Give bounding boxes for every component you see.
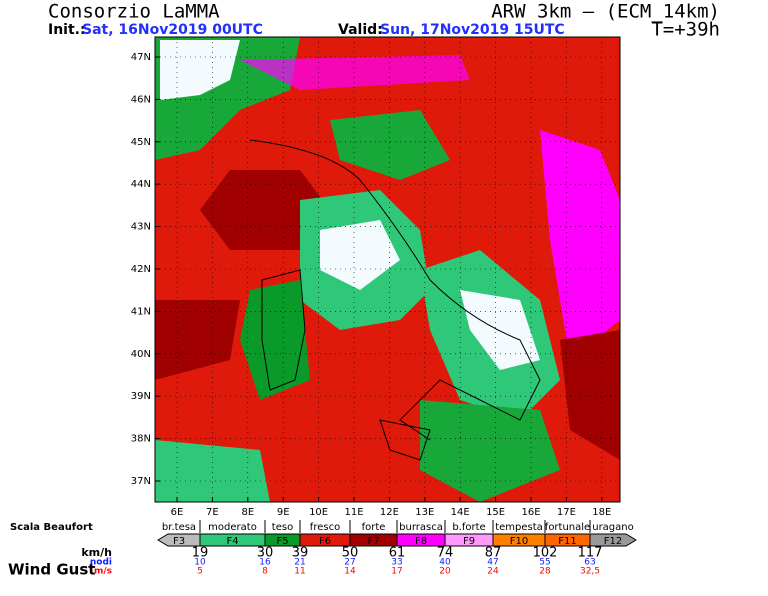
legend-class: F5 — [276, 536, 288, 547]
step: T=+39h — [651, 19, 720, 41]
legend-name: b.forte — [452, 522, 485, 533]
legend-class: F8 — [415, 536, 427, 547]
unit-label: km/h — [81, 546, 112, 559]
legend-class: F11 — [558, 536, 576, 547]
legend-name: tempesta — [495, 522, 543, 533]
lon-label: 13E — [415, 507, 434, 518]
threshold: 11 — [294, 567, 305, 577]
lon-label: 17E — [557, 507, 576, 518]
threshold: 102 — [533, 546, 558, 561]
threshold: 47 — [487, 558, 498, 568]
init: Sat, 16Nov2019 00UTC — [82, 22, 263, 38]
legend-name: uragano — [592, 522, 634, 533]
lat-label: 43N — [131, 222, 151, 233]
lat-label: 42N — [131, 264, 151, 275]
lat-label: 40N — [131, 349, 151, 360]
lat-label: 39N — [131, 391, 151, 402]
legend-class: F9 — [463, 536, 475, 547]
legend-class: F7 — [367, 536, 379, 547]
threshold: 20 — [439, 567, 451, 577]
legend-class: F12 — [604, 536, 622, 547]
legend-class: F4 — [226, 536, 238, 547]
lat-label: 41N — [131, 306, 151, 317]
lat-label: 44N — [131, 179, 151, 190]
threshold: 27 — [344, 558, 355, 568]
lat-label: 38N — [131, 434, 151, 445]
threshold: 16 — [259, 558, 271, 568]
lat-label: 47N — [131, 52, 151, 63]
threshold: 19 — [192, 546, 209, 561]
valid-label: Valid: — [338, 22, 383, 38]
lon-label: 9E — [277, 507, 290, 518]
legend-name: burrasca — [399, 522, 443, 533]
legend-class: F6 — [319, 536, 331, 547]
unit-label: nodi — [90, 558, 112, 568]
threshold: 61 — [389, 546, 406, 561]
legend-name: teso — [272, 522, 293, 533]
threshold: 24 — [487, 567, 499, 577]
threshold: 17 — [391, 567, 402, 577]
legend-name: forte — [362, 522, 386, 533]
lon-label: 7E — [206, 507, 219, 518]
legend-name: br.tesa — [162, 522, 196, 533]
legend-name: fresco — [310, 522, 340, 533]
scale-title: Scala Beaufort — [10, 522, 93, 533]
lat-label: 46N — [131, 94, 151, 105]
threshold: 33 — [391, 558, 402, 568]
threshold: 40 — [439, 558, 451, 568]
lat-label: 45N — [131, 137, 151, 148]
threshold: 14 — [344, 567, 356, 577]
lon-label: 10E — [309, 507, 328, 518]
map-field — [154, 36, 621, 503]
threshold: 28 — [539, 567, 551, 577]
threshold: 74 — [437, 546, 454, 561]
threshold: 32,5 — [580, 567, 600, 577]
unit-label: m/s — [94, 567, 112, 577]
valid: Sun, 17Nov2019 15UTC — [380, 22, 565, 38]
legend-box — [589, 533, 637, 547]
lon-label: 18E — [592, 507, 611, 518]
threshold: 21 — [294, 558, 305, 568]
legend-name: moderato — [208, 522, 257, 533]
model: ARW 3km – (ECM_14km) — [491, 1, 720, 23]
lon-label: 12E — [380, 507, 399, 518]
legend-class: F10 — [510, 536, 528, 547]
lon-label: 14E — [451, 507, 470, 518]
legend-class: F3 — [173, 536, 185, 547]
legend-title: Wind Gust — [8, 561, 95, 579]
threshold: 87 — [485, 546, 502, 561]
threshold: 117 — [578, 546, 603, 561]
threshold: 30 — [257, 546, 274, 561]
init-label: Init.: — [48, 22, 86, 38]
threshold: 63 — [584, 558, 595, 568]
lat-label: 37N — [131, 476, 151, 487]
lon-label: 11E — [344, 507, 363, 518]
threshold: 50 — [342, 546, 359, 561]
lon-label: 15E — [486, 507, 505, 518]
threshold: 5 — [197, 567, 203, 577]
threshold: 8 — [262, 567, 268, 577]
lon-label: 16E — [521, 507, 540, 518]
threshold: 10 — [194, 558, 206, 568]
org: Consorzio LaMMA — [48, 1, 220, 23]
threshold: 55 — [539, 558, 550, 568]
threshold: 39 — [292, 546, 309, 561]
legend-name: fortunale — [545, 522, 590, 533]
lon-label: 8E — [241, 507, 254, 518]
lon-label: 6E — [171, 507, 184, 518]
